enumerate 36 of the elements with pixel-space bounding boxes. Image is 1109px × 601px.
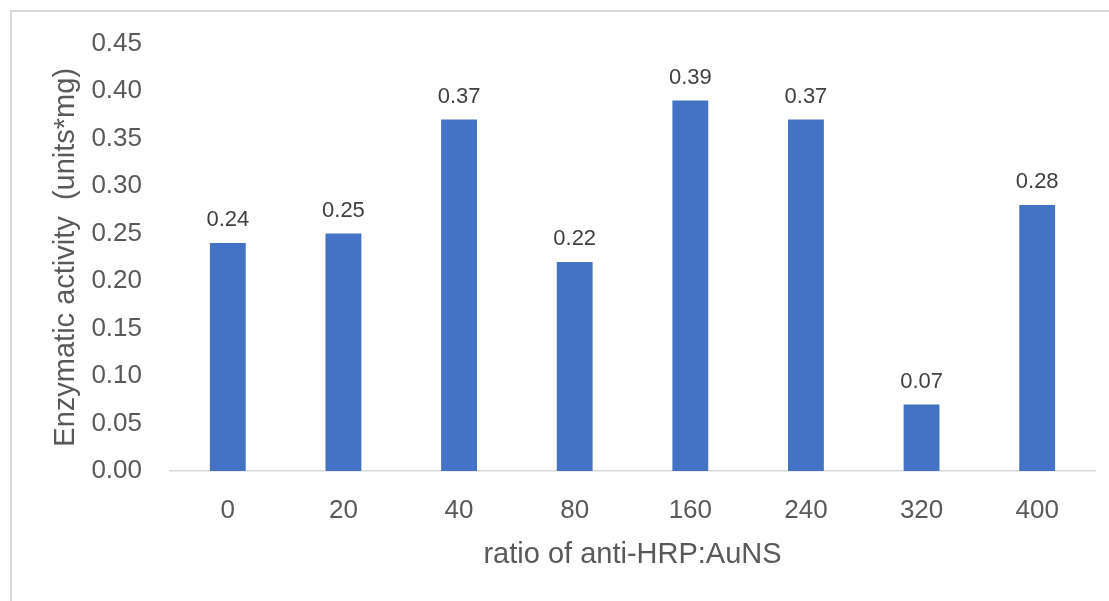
- x-tick-label: 0: [220, 493, 236, 524]
- x-tick-label: 80: [560, 493, 590, 524]
- data-label: 0.22: [553, 225, 597, 251]
- data-label: 0.25: [322, 196, 365, 222]
- y-axis-title: Enzymatic activity (units*mg): [48, 67, 81, 447]
- data-label: 0.39: [668, 63, 712, 89]
- bar: [325, 233, 362, 471]
- x-tick-label: 240: [784, 493, 828, 524]
- y-tick-label: 0.00: [91, 454, 142, 485]
- data-label: 0.07: [900, 367, 943, 393]
- bar: [672, 100, 709, 471]
- y-tick-label: 0.35: [91, 121, 142, 152]
- x-tick-label: 160: [668, 493, 713, 524]
- y-tick-label: 0.25: [91, 216, 142, 247]
- x-tick-label: 20: [328, 493, 358, 524]
- x-axis-title: ratio of anti-HRP:AuNS: [483, 536, 782, 569]
- bar: [903, 404, 940, 471]
- data-label: 0.37: [784, 82, 828, 108]
- x-tick-label: 400: [1015, 493, 1059, 524]
- bar: [441, 119, 477, 471]
- y-tick-label: 0.40: [91, 74, 142, 105]
- data-label: 0.37: [437, 82, 481, 108]
- bar: [1019, 205, 1056, 471]
- x-tick-label: 320: [899, 493, 944, 524]
- y-tick-label: 0.15: [91, 311, 142, 342]
- y-tick-label: 0.20: [91, 264, 142, 295]
- y-tick-label: 0.45: [91, 26, 142, 57]
- data-label: 0.24: [206, 206, 250, 232]
- bar: [788, 119, 824, 471]
- y-tick-label: 0.05: [91, 406, 142, 437]
- y-tick-label: 0.10: [91, 359, 142, 390]
- bar: [209, 243, 246, 471]
- bar: [556, 262, 593, 471]
- data-label: 0.28: [1015, 168, 1059, 194]
- x-tick-label: 40: [444, 493, 474, 524]
- y-tick-label: 0.30: [91, 169, 142, 200]
